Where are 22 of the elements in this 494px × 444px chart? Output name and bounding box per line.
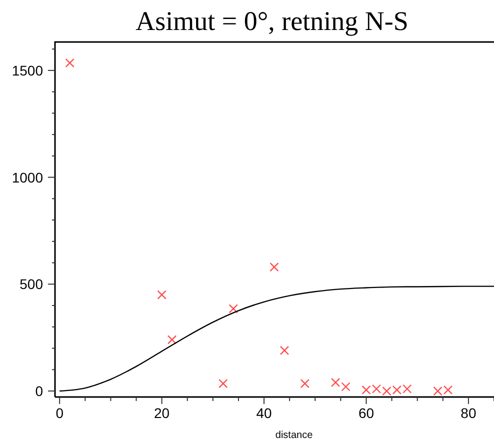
point <box>65 58 74 68</box>
point <box>330 378 340 388</box>
x-tick-label: 40 <box>256 405 272 421</box>
point <box>228 304 238 314</box>
y-tick-label: 0 <box>35 383 44 400</box>
point <box>300 378 310 388</box>
y-tick-label: 1000 <box>12 169 44 186</box>
line-series <box>59 286 494 392</box>
point <box>157 290 166 300</box>
x-tick-label: 60 <box>358 405 374 421</box>
y-tick-label: 1500 <box>12 62 44 78</box>
y-tick-label: 500 <box>20 276 44 292</box>
chart-title: Asimut = 0°, retning N-S <box>136 6 408 36</box>
x-tick-label: 20 <box>154 405 170 421</box>
point <box>280 346 290 356</box>
point <box>270 262 279 272</box>
point <box>167 335 177 344</box>
x-axis-title: distance <box>275 430 314 441</box>
x-tick-label: 0 <box>56 405 64 421</box>
point <box>341 382 350 392</box>
x-tick-label: 80 <box>460 405 476 421</box>
point <box>218 378 228 388</box>
